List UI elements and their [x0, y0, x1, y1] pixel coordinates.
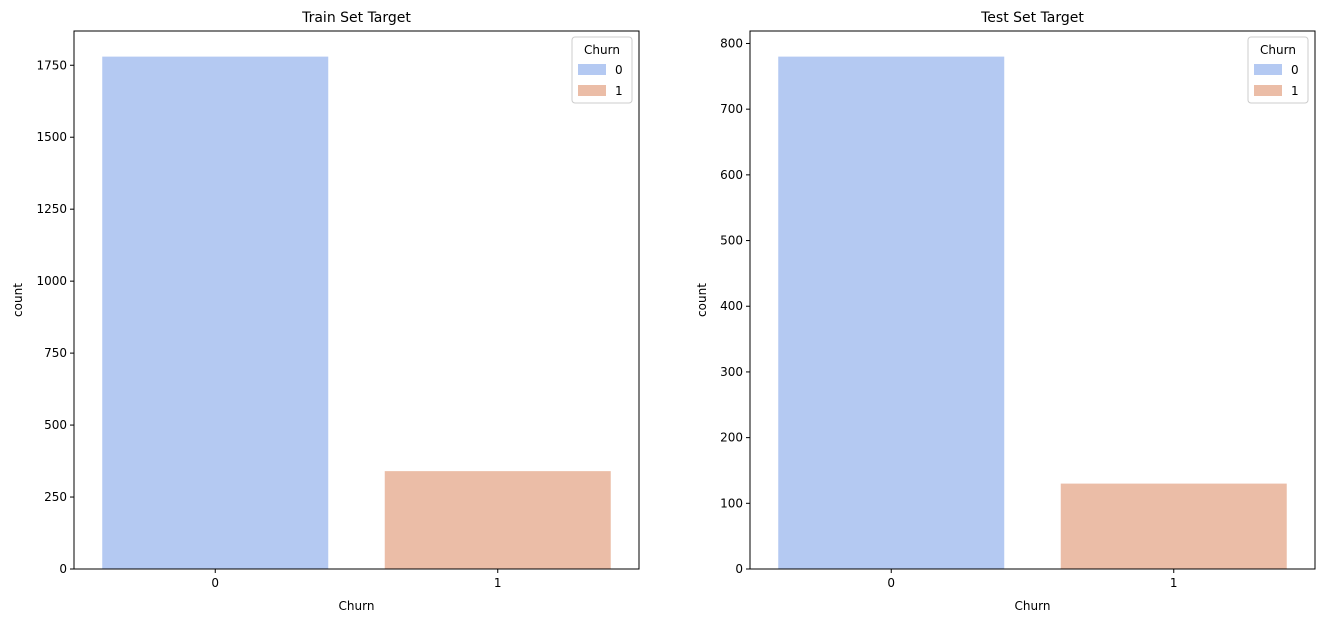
train-ytick-label: 250	[44, 490, 67, 504]
test-y-axis-label: count	[695, 283, 709, 317]
test-ytick-label: 400	[720, 299, 743, 313]
test-ytick-label: 300	[720, 365, 743, 379]
train-chart-panel: 0 1 0 250 500 750 1000 1250 1500 1750 Train Set Ta…	[11, 10, 640, 613]
test-bar-1	[1060, 483, 1287, 569]
test-legend-entry-0: 0	[1291, 63, 1299, 77]
test-legend-swatch-1	[1254, 85, 1282, 96]
train-ytick-label: 750	[44, 346, 67, 360]
test-axes-frame	[749, 30, 1316, 570]
train-legend-entry-0: 0	[615, 63, 623, 77]
test-legend: Churn 0 1	[1247, 36, 1309, 104]
train-xtick-label: 1	[494, 576, 502, 590]
test-ytick-label: 100	[720, 496, 743, 510]
train-ytick-label: 1250	[36, 202, 67, 216]
train-y-axis-label: count	[11, 283, 25, 317]
train-legend-entry-1: 1	[615, 84, 623, 98]
train-bar-0	[102, 56, 329, 570]
test-legend-swatch-0	[1254, 64, 1282, 75]
train-chart-title: Train Set Target	[301, 10, 411, 26]
train-xtick-label: 0	[211, 576, 219, 590]
train-x-axis-label: Churn	[339, 599, 375, 613]
test-ytick-label: 200	[720, 431, 743, 445]
train-legend-swatch-1	[578, 85, 606, 96]
train-legend: Churn 0 1	[571, 36, 633, 104]
test-chart-panel: 0 1 0 100 200 300 400 500 600 700 800 Test Set Targ…	[695, 10, 1316, 613]
train-ytick-label: 1750	[36, 58, 67, 72]
test-x-axis-label: Churn	[1015, 599, 1051, 613]
train-legend-title: Churn	[584, 43, 620, 57]
test-xtick-label: 1	[1170, 576, 1178, 590]
test-ytick-label: 700	[720, 102, 743, 116]
train-ytick-label: 500	[44, 418, 67, 432]
test-ytick-label: 600	[720, 168, 743, 182]
train-axes-frame	[73, 30, 640, 570]
test-ytick-label: 500	[720, 234, 743, 248]
train-ytick-label: 1000	[36, 274, 67, 288]
test-bar-0	[778, 56, 1005, 570]
test-chart-title: Test Set Target	[980, 10, 1084, 26]
test-legend-entry-1: 1	[1291, 84, 1299, 98]
train-bar-1	[384, 471, 611, 569]
train-ytick-label: 0	[59, 562, 67, 576]
train-legend-swatch-0	[578, 64, 606, 75]
train-ytick-label: 1500	[36, 130, 67, 144]
test-ytick-label: 0	[735, 562, 743, 576]
test-legend-title: Churn	[1260, 43, 1296, 57]
test-xtick-label: 0	[887, 576, 895, 590]
test-ytick-label: 800	[720, 36, 743, 50]
